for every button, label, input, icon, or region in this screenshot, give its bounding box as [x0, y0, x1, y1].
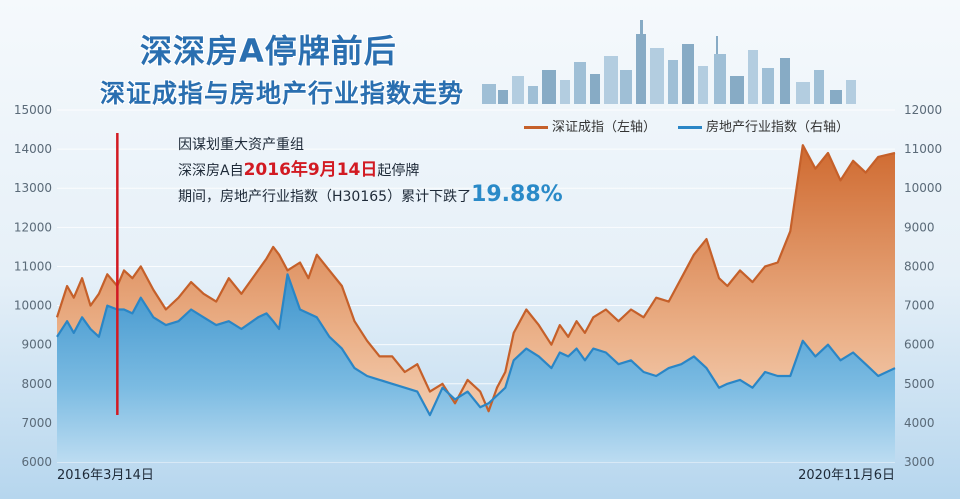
axis-tick-labels: 6000 7000 8000 9000 10000 11000 12000 13000 1400…	[14, 103, 942, 469]
right-axis-tick-label: 9000	[904, 220, 935, 234]
skyline-building	[668, 60, 678, 104]
legend-label: 深证成指（左轴）	[552, 120, 657, 135]
skyline-building	[762, 68, 774, 104]
skyline-building	[498, 90, 508, 104]
skyline-building	[830, 90, 842, 104]
skyline-spire	[716, 36, 718, 54]
legend-item-real-estate-index: 房地产行业指数（右轴）	[678, 116, 849, 135]
series-areas	[57, 145, 895, 462]
left-axis-tick-label: 12000	[14, 220, 52, 234]
skyline-building	[748, 50, 758, 104]
shenzhen-index-line	[55, 144, 896, 413]
skyline-building	[542, 70, 556, 104]
skyline-building	[574, 62, 586, 104]
series-lines	[55, 144, 896, 417]
skyline-building	[604, 56, 618, 104]
right-axis-tick-label: 11000	[904, 142, 942, 156]
left-axis-tick-label: 8000	[21, 377, 52, 391]
legend-label: 房地产行业指数（右轴）	[706, 120, 850, 135]
left-axis-tick-label: 6000	[21, 455, 52, 469]
annotation-prefix: 期间，房地产行业指数（H30165）累计下跌了	[178, 189, 472, 205]
skyline-building	[796, 82, 810, 104]
skyline-building	[650, 48, 664, 104]
city-skyline-decoration	[482, 20, 856, 104]
right-axis-tick-label: 10000	[904, 181, 942, 195]
right-axis-tick-label: 12000	[904, 103, 942, 117]
right-axis-tick-label: 3000	[904, 455, 935, 469]
skyline-building	[780, 58, 790, 104]
legend-swatch-blue	[678, 126, 702, 129]
skyline-building	[560, 80, 570, 104]
skyline-building	[814, 70, 824, 104]
right-axis-tick-label: 8000	[904, 259, 935, 273]
right-axis-tick-label: 5000	[904, 377, 935, 391]
real-estate-index-area	[57, 274, 895, 462]
left-axis-tick-label: 13000	[14, 181, 52, 195]
left-axis-tick-label: 7000	[21, 416, 52, 430]
skyline-building	[846, 80, 856, 104]
chart-title-line1: 深深房A停牌前后	[140, 32, 397, 70]
skyline-building	[590, 74, 600, 104]
skyline-building	[482, 84, 496, 104]
right-axis-tick-label: 7000	[904, 299, 935, 313]
skyline-building	[682, 44, 694, 104]
x-start-label: 2016年3月14日	[57, 468, 154, 483]
skyline-building	[698, 66, 708, 104]
left-axis-tick-label: 10000	[14, 299, 52, 313]
annotation-line1: 因谋划重大资产重组	[178, 137, 304, 153]
annotation-line3: 期间，房地产行业指数（H30165）累计下跌了19.88%	[178, 182, 563, 207]
left-axis-tick-label: 9000	[21, 338, 52, 352]
skyline-spire	[640, 20, 643, 36]
left-axis-tick-label: 15000	[14, 103, 52, 117]
annotation-prefix: 深深房A自	[178, 163, 244, 179]
real-estate-index-line	[56, 273, 896, 417]
skyline-building	[714, 54, 726, 104]
annotation-percentage: 19.88%	[471, 182, 563, 207]
left-axis-tick-label: 14000	[14, 142, 52, 156]
skyline-building	[512, 76, 524, 104]
legend-swatch-orange	[524, 126, 548, 129]
annotation-line2: 深深房A自2016年9月14日起停牌	[178, 155, 419, 180]
left-axis-tick-label: 11000	[14, 259, 52, 273]
skyline-building	[620, 70, 632, 104]
right-axis-tick-label: 4000	[904, 416, 935, 430]
annotation-suffix: 起停牌	[377, 163, 420, 179]
annotation-date: 2016年9月14日	[243, 160, 378, 180]
chart-title-line2: 深证成指与房地产行业指数走势	[100, 79, 465, 108]
legend-item-shenzhen-index: 深证成指（左轴）	[524, 116, 656, 135]
skyline-building	[636, 34, 646, 104]
skyline-building	[730, 76, 744, 104]
right-axis-tick-label: 6000	[904, 338, 935, 352]
skyline-building	[528, 86, 538, 104]
x-end-label: 2020年11月6日	[798, 468, 895, 483]
